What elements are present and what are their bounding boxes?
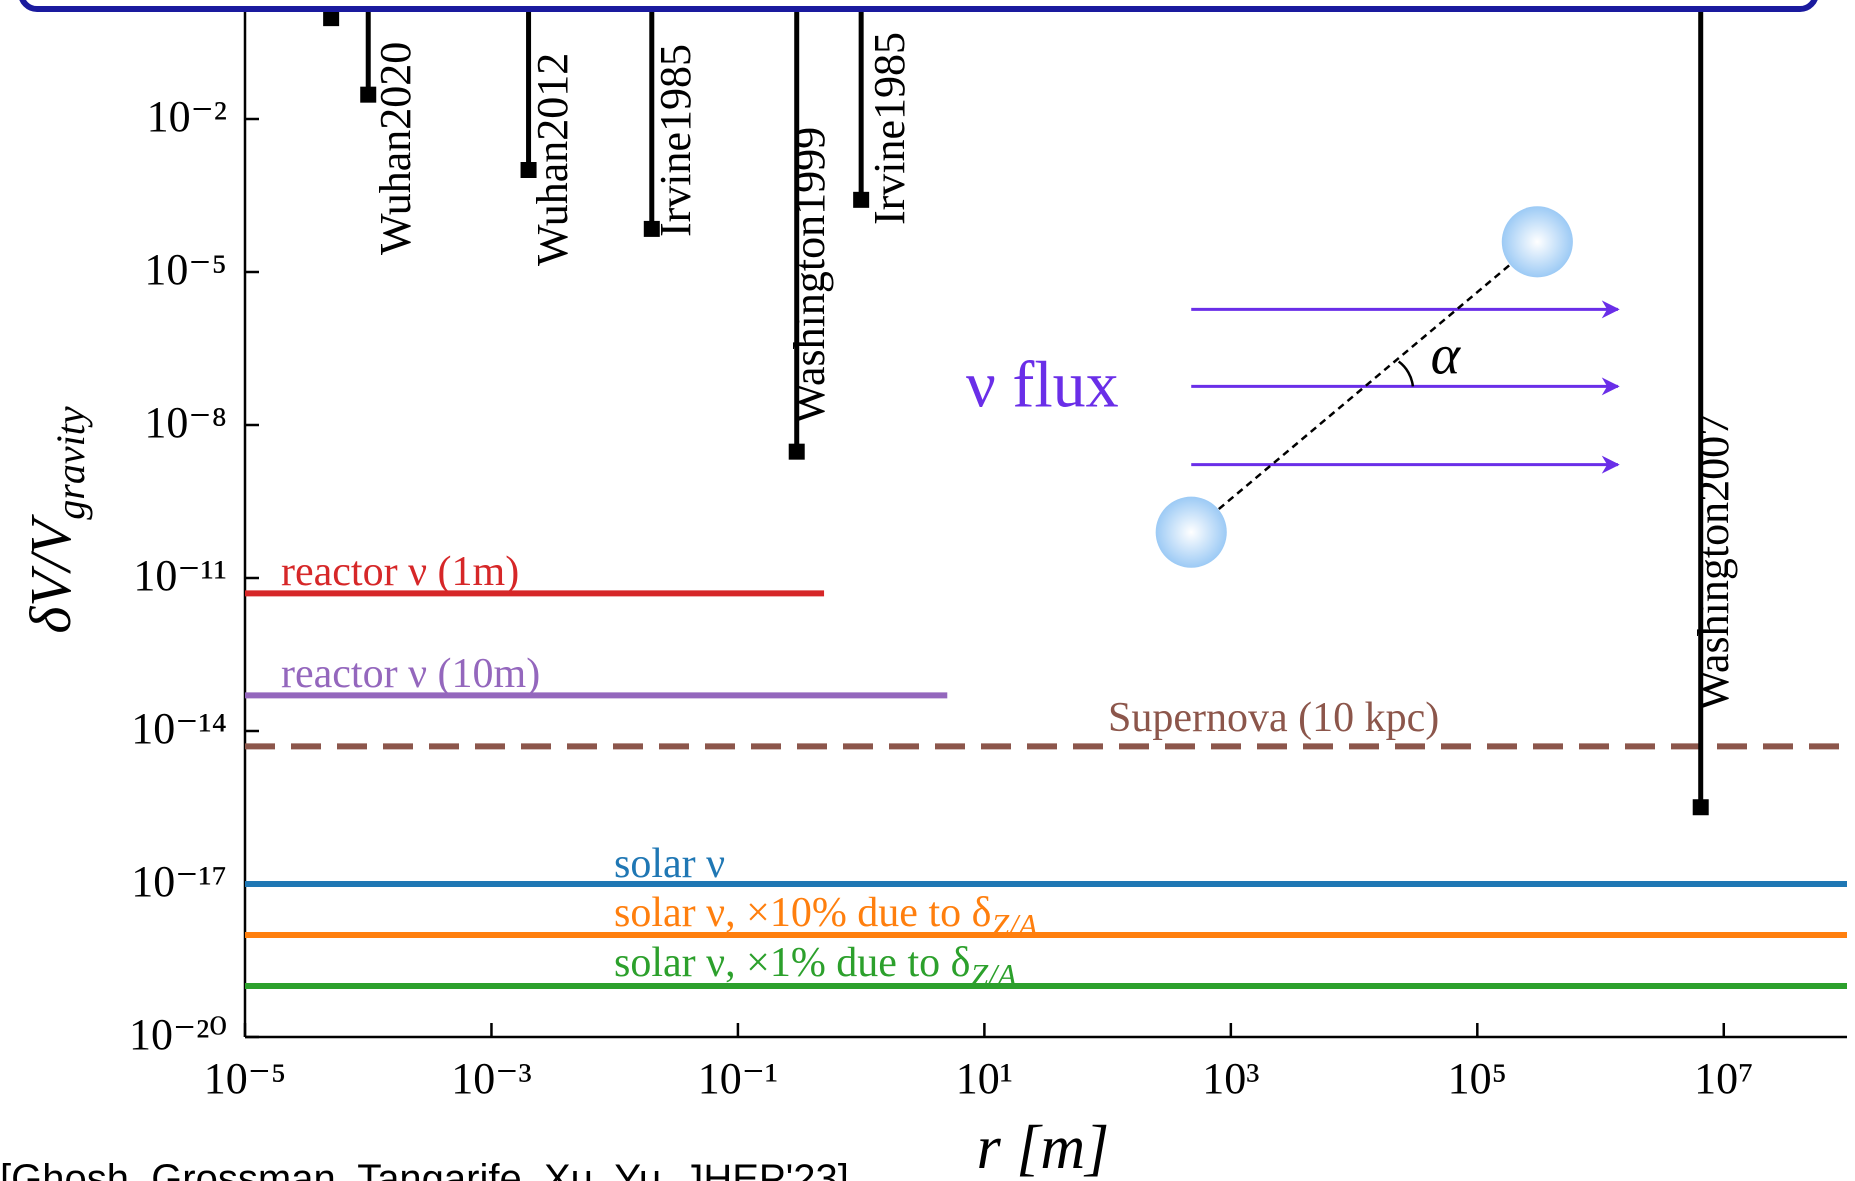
constraint-marker	[520, 162, 537, 178]
x-tick-label: 10¹	[956, 1054, 1013, 1103]
line-label: Supernova (10 kpc)	[1108, 695, 1439, 741]
citation: [Ghosh, Grossman, Tangarife, Xu, Yu, JHE…	[0, 1157, 849, 1181]
sphere	[1155, 496, 1227, 568]
line-label: reactor ν (1m)	[281, 549, 519, 595]
y-axis-label-main: δV/V	[18, 513, 83, 634]
x-axis-label: r [m]	[977, 1114, 1110, 1181]
constraint-marker	[853, 191, 870, 208]
constraint-label: Wuhan2012	[528, 53, 577, 266]
y-tick-label: 10⁻⁵	[144, 245, 227, 294]
line-label-text: Supernova (10 kpc)	[1108, 695, 1439, 741]
y-tick-label: 10⁻¹⁴	[131, 704, 227, 753]
constraint-marker	[643, 220, 660, 237]
line-label-text: solar ν, ×10% due to δ	[614, 890, 991, 936]
constraint-marker	[323, 10, 340, 27]
constraint-marker	[788, 443, 805, 460]
y-axis-label-sub: gravity	[48, 406, 93, 520]
constraint-label: Washington1999	[785, 127, 834, 424]
x-tick-label: 10⁻³	[451, 1054, 531, 1103]
y-axis-label: δV/Vgravity	[18, 406, 93, 633]
line-label: solar ν	[614, 841, 725, 887]
y-tick-label: 10⁻¹⁷	[131, 857, 227, 906]
angle-arc	[1397, 360, 1415, 387]
x-tick-label: 10³	[1202, 1054, 1259, 1103]
line-label-text: solar ν	[614, 841, 725, 887]
line-label-text: reactor ν (1m)	[281, 549, 519, 595]
y-tick-label: 10⁻¹¹	[133, 551, 227, 600]
line-label-sub: Z/A	[970, 957, 1017, 993]
constraint-label: Washington2007	[1689, 414, 1738, 711]
x-tick-label: 10⁻⁵	[204, 1054, 287, 1103]
sphere	[1501, 206, 1573, 278]
constraint-label: Irvine1985	[651, 44, 700, 237]
constraint-marker	[360, 86, 377, 103]
x-tick-label: 10⁵	[1448, 1054, 1507, 1103]
line-label-text: reactor ν (10m)	[281, 651, 540, 697]
constraint-marker	[1692, 799, 1709, 816]
constraint-label: Irvine1985	[865, 32, 914, 225]
flux-label: ν flux	[966, 349, 1119, 422]
angle-label: α	[1431, 324, 1462, 386]
line-label-text: solar ν, ×1% due to δ	[614, 940, 970, 986]
y-tick-label: 10⁻²⁰	[129, 1010, 227, 1059]
y-tick-label: 10⁻²	[147, 92, 227, 141]
line-label: solar ν, ×1% due to δZ/A	[614, 940, 1017, 993]
x-tick-label: 10⁻¹	[698, 1054, 778, 1103]
slide-box	[19, 0, 1818, 12]
separation	[1190, 240, 1539, 534]
line-label: reactor ν (10m)	[281, 651, 540, 697]
y-tick-label: 10⁻⁸	[144, 398, 227, 447]
line-label: solar ν, ×10% due to δZ/A	[614, 890, 1038, 943]
x-tick-label: 10⁷	[1694, 1054, 1753, 1103]
constraint-label: Wuhan2020	[371, 42, 420, 255]
line-label-sub: Z/A	[991, 907, 1038, 943]
